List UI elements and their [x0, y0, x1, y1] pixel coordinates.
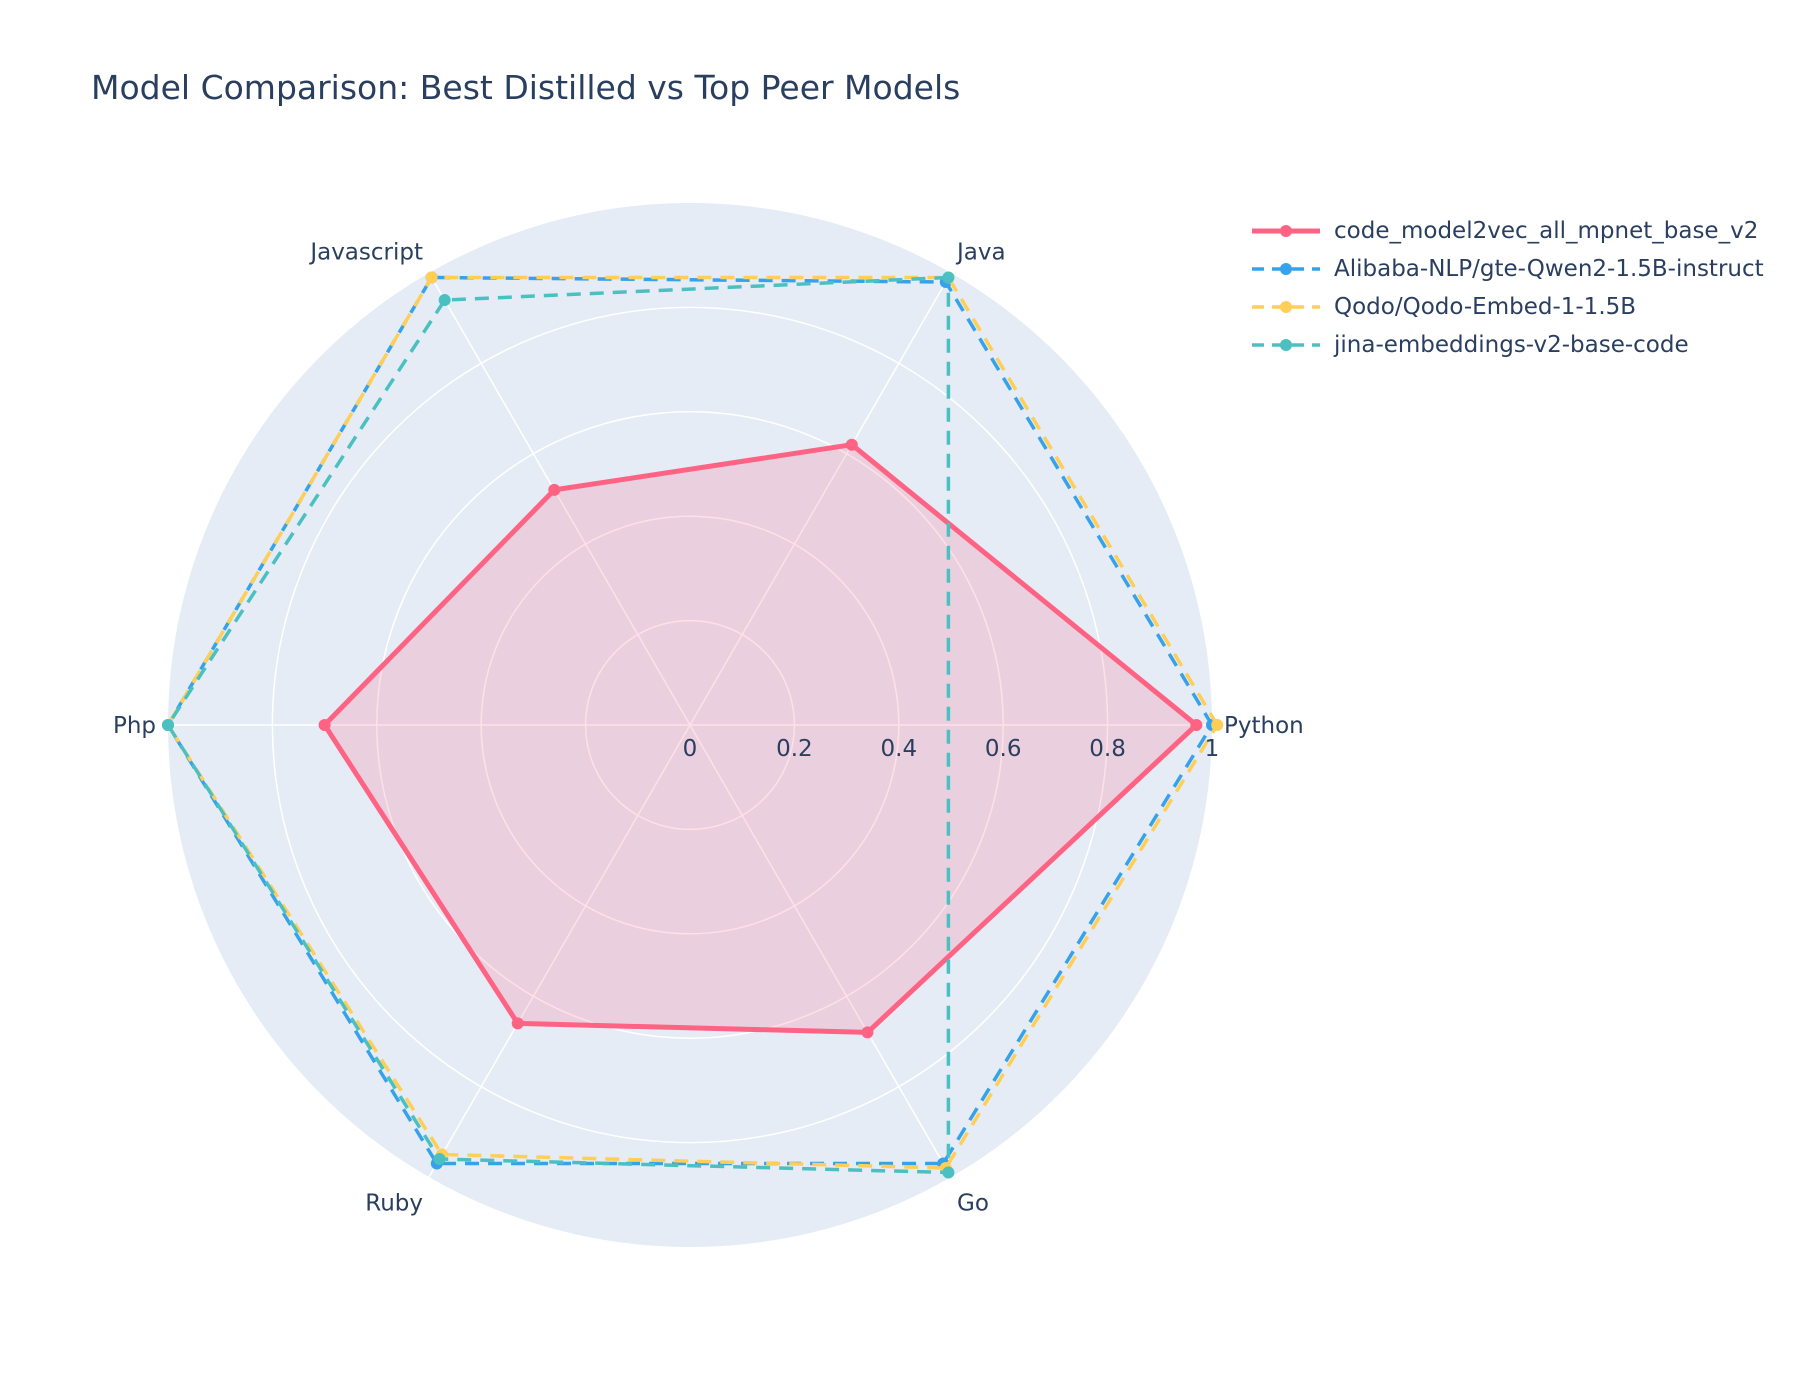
category-label: Python	[1224, 713, 1304, 739]
radial-tick-label: 0.2	[776, 736, 813, 762]
legend-item[interactable]: Qodo/Qodo-Embed-1-1.5B	[1250, 288, 1764, 326]
series-point	[438, 294, 451, 307]
series-point	[845, 438, 858, 451]
series-layer	[162, 271, 1224, 1179]
legend-label: Alibaba-NLP/gte-Qwen2-1.5B-instruct	[1334, 256, 1764, 282]
category-label: Javascript	[308, 240, 423, 266]
series-fill	[324, 444, 1197, 1033]
legend-swatch	[1252, 225, 1320, 237]
series-point	[433, 1152, 446, 1165]
legend-item[interactable]: Alibaba-NLP/gte-Qwen2-1.5B-instruct	[1250, 250, 1764, 288]
series-line	[166, 275, 951, 1175]
legend-label: code_model2vec_all_mpnet_base_v2	[1334, 218, 1759, 244]
radial-tick-label: 1	[1205, 736, 1220, 762]
radial-tick-label: 0.4	[881, 736, 918, 762]
legend: code_model2vec_all_mpnet_base_v2 Alibaba-…	[1250, 212, 1764, 364]
series-point	[861, 1026, 874, 1039]
category-label: Java	[955, 240, 1006, 266]
chart-title: Model Comparison: Best Distilled vs Top …	[91, 68, 961, 107]
category-label: Ruby	[365, 1190, 423, 1216]
angular-gridline	[689, 272, 952, 726]
legend-swatch	[1252, 263, 1320, 275]
polar-grid	[168, 272, 1212, 1178]
series-point	[511, 1017, 524, 1030]
legend-item[interactable]: code_model2vec_all_mpnet_base_v2	[1250, 212, 1764, 250]
angular-gridline	[428, 724, 691, 1178]
angular-gridline	[689, 724, 952, 1178]
series-0	[318, 438, 1203, 1039]
radial-tick-label: 0.8	[1089, 736, 1126, 762]
series-point	[942, 1166, 955, 1179]
series-3	[162, 271, 955, 1179]
series-point	[942, 271, 955, 284]
series-point	[162, 719, 174, 731]
legend-swatch	[1252, 301, 1320, 313]
series-point	[1211, 719, 1224, 731]
category-label: Php	[113, 713, 156, 739]
legend-label: Qodo/Qodo-Embed-1-1.5B	[1334, 294, 1637, 320]
series-point	[318, 719, 331, 731]
radial-tick-label: 0.6	[985, 736, 1022, 762]
series-point	[1190, 719, 1203, 731]
angular-gridline	[428, 272, 691, 726]
legend-label: jina-embeddings-v2-base-code	[1334, 332, 1689, 358]
radial-tick-label: 0	[683, 736, 698, 762]
legend-item[interactable]: jina-embeddings-v2-base-code	[1250, 326, 1764, 364]
legend-swatch	[1252, 339, 1320, 351]
category-label: Go	[957, 1190, 989, 1216]
series-point	[425, 271, 438, 284]
series-point	[548, 483, 561, 496]
